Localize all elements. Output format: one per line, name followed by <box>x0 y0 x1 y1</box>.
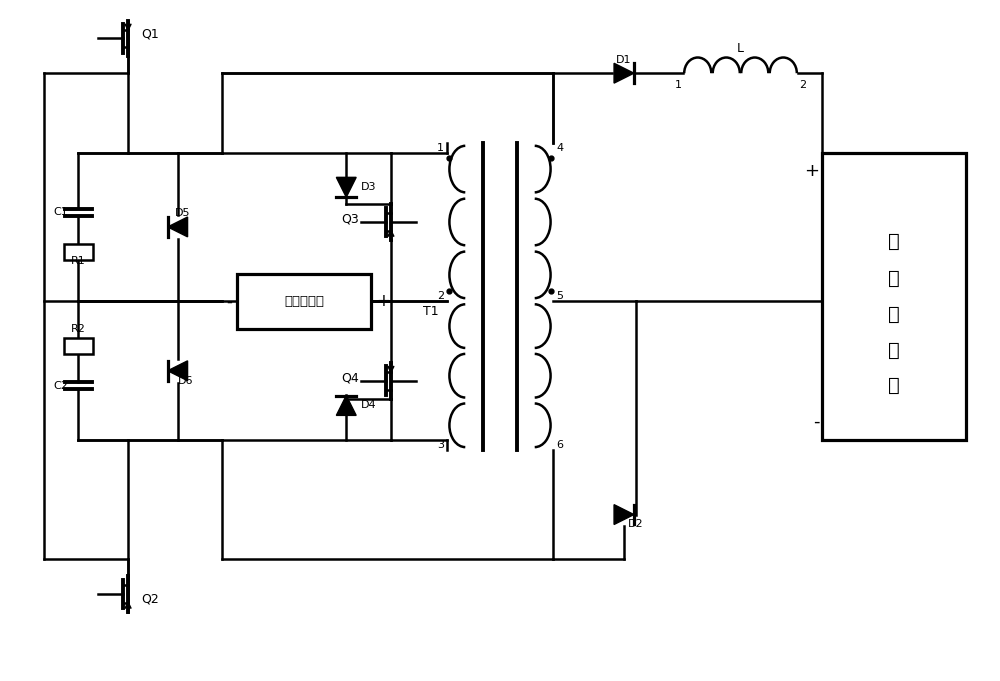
Text: D6: D6 <box>178 376 193 385</box>
Text: C1: C1 <box>53 207 68 217</box>
Bar <box>64 244 93 259</box>
Text: D5: D5 <box>175 208 190 218</box>
Text: +: + <box>804 163 819 180</box>
Text: 1: 1 <box>675 80 682 90</box>
Bar <box>64 338 93 354</box>
Text: Q4: Q4 <box>341 371 359 384</box>
Text: Q2: Q2 <box>141 592 159 605</box>
Text: C2: C2 <box>53 381 68 391</box>
Text: Q3: Q3 <box>341 212 359 225</box>
Text: 5: 5 <box>556 291 563 302</box>
Polygon shape <box>614 63 634 83</box>
Text: -: - <box>226 292 232 311</box>
Bar <box>822 153 966 440</box>
Text: T1: T1 <box>423 304 438 318</box>
Text: 输: 输 <box>888 304 900 323</box>
Text: 3: 3 <box>437 440 444 450</box>
Text: L: L <box>737 42 744 54</box>
Text: 直流稳压源: 直流稳压源 <box>284 295 324 308</box>
Text: 出: 出 <box>888 341 900 360</box>
Polygon shape <box>168 361 188 381</box>
Text: 6: 6 <box>556 440 563 450</box>
Text: 源: 源 <box>888 269 900 288</box>
Bar <box>237 274 371 329</box>
Text: D4: D4 <box>361 400 377 411</box>
Polygon shape <box>336 396 356 415</box>
Text: +: + <box>376 292 390 311</box>
Text: D2: D2 <box>628 520 644 529</box>
Text: 2: 2 <box>799 80 806 90</box>
Text: 电: 电 <box>888 232 900 251</box>
Text: R1: R1 <box>71 255 86 266</box>
Text: D1: D1 <box>616 55 632 65</box>
Text: R2: R2 <box>71 324 86 334</box>
Polygon shape <box>614 505 634 524</box>
Text: -: - <box>813 412 819 430</box>
Text: D3: D3 <box>361 183 377 192</box>
Text: 1: 1 <box>437 142 444 153</box>
Text: Q1: Q1 <box>141 27 159 40</box>
Text: 2: 2 <box>437 291 444 302</box>
Text: 4: 4 <box>556 142 563 153</box>
Polygon shape <box>336 177 356 197</box>
Polygon shape <box>168 217 188 237</box>
Text: 端: 端 <box>888 376 900 395</box>
